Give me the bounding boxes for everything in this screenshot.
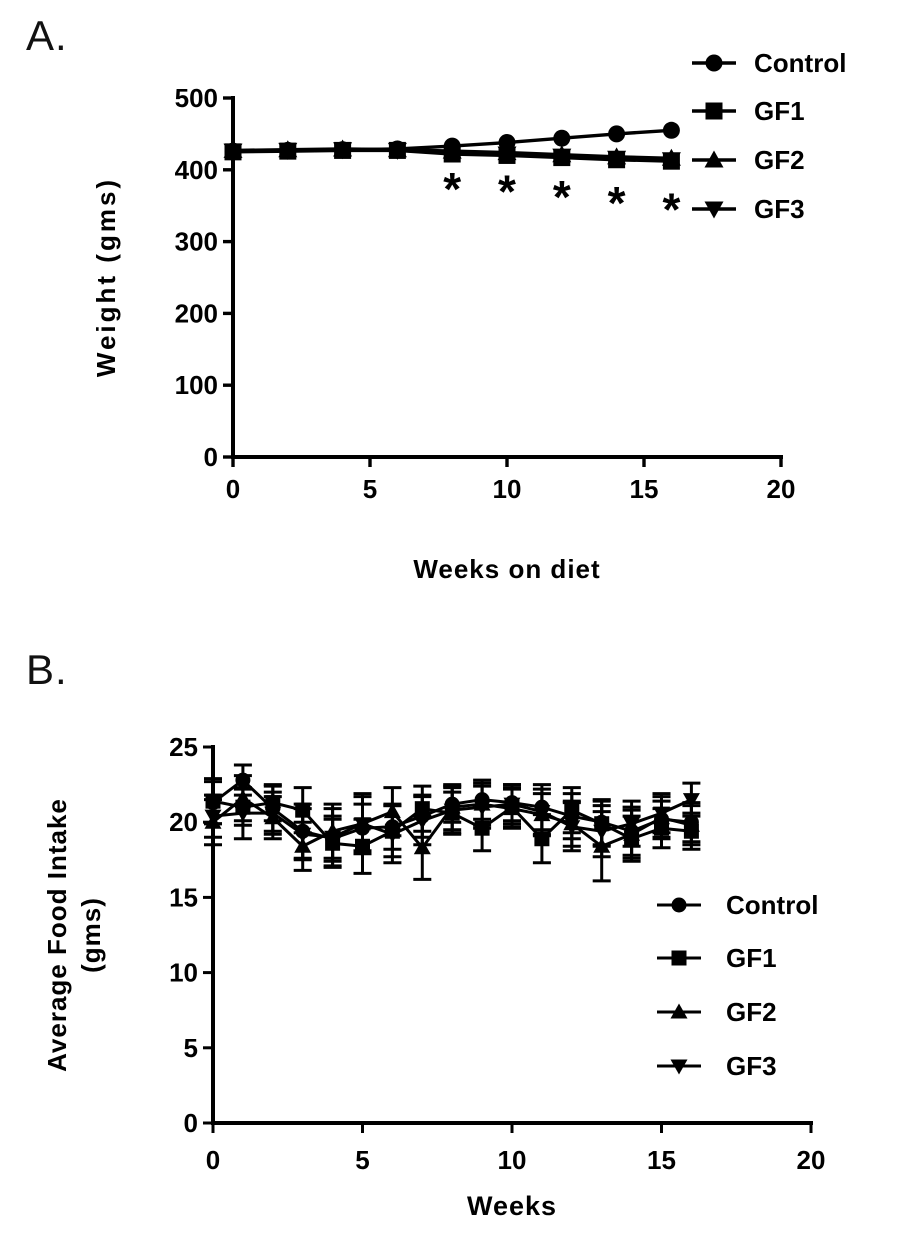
x-tick-label: 5 [355,1145,369,1175]
legend-label: Control [754,48,846,78]
x-tick-label: 5 [363,474,377,504]
y-tick-label: 0 [184,1108,198,1138]
legend-item-GF1: GF1 [692,96,805,126]
y-tick-label: 500 [175,83,218,113]
x-axis-title: Weeks [467,1191,557,1221]
axis-titles: Weeks Average Food Intake (gms) [42,798,557,1221]
y-axis-title-line2: (gms) [76,897,106,973]
y-tick-label: 5 [184,1033,198,1063]
y-axis-title: Average Food Intake [42,798,72,1072]
series-markers [204,793,700,846]
y-tick-label: 400 [175,155,218,185]
y-axis-title: Weight (gms) [91,177,121,377]
axis-titles: Weeks on diet Weight (gms) [91,177,600,584]
asterisk-annotation: * [608,177,626,229]
legend: Control GF1 GF2 GF3 [692,48,846,224]
asterisk-annotation: * [553,171,571,223]
series-markers [223,142,681,170]
series-GF3 [223,142,681,170]
legend-label: GF2 [726,997,777,1027]
panel-b-label: B. [26,646,68,693]
x-axis-title: Weeks on diet [413,554,600,584]
x-tick-label: 20 [797,1145,826,1175]
y-tick-label: 25 [169,732,198,762]
x-tick-label: 15 [630,474,659,504]
x-tick-label: 10 [493,474,522,504]
tick-marks [203,745,813,1133]
legend-label: Control [726,890,818,920]
y-tick-label: 15 [169,882,198,912]
x-tick-label: 0 [206,1145,220,1175]
legend-item-GF2: GF2 [692,145,805,175]
legend-item-Control: Control [657,890,818,920]
legend: Control GF1 GF2 GF3 [657,890,818,1081]
legend-label: GF2 [754,145,805,175]
x-tick-label: 15 [647,1145,676,1175]
y-tick-label: 200 [175,298,218,328]
x-tick-label: 10 [498,1145,527,1175]
tick-labels: 0 5 10 15 20 0 5 10 15 20 25 [169,732,825,1175]
y-tick-label: 0 [204,442,218,472]
legend-label: GF1 [726,943,777,973]
x-tick-label: 20 [767,474,796,504]
x-tick-label: 0 [226,474,240,504]
legend-label: GF3 [754,194,805,224]
series-GF3 [204,781,701,868]
legend-label: GF3 [726,1051,777,1081]
legend-item-GF2: GF2 [657,997,777,1027]
asterisk-annotation: * [662,183,680,235]
asterisk-annotation: * [443,163,461,215]
y-tick-label: 300 [175,227,218,257]
legend-item-GF1: GF1 [657,943,777,973]
legend-label: GF1 [754,96,805,126]
legend-item-Control: Control [692,48,846,78]
legend-item-GF3: GF3 [692,194,805,224]
y-tick-label: 20 [169,807,198,837]
y-tick-label: 100 [175,370,218,400]
significance-asterisks: * * * * * [443,163,680,235]
tick-marks [223,96,783,467]
asterisk-annotation: * [498,165,516,217]
panel-a-label: A. [26,12,68,59]
y-tick-label: 10 [169,958,198,988]
panel-b-chart: 0 5 10 15 20 0 5 10 15 20 25 Weeks Average Food Inta… [42,732,825,1221]
legend-item-GF3: GF3 [657,1051,777,1081]
